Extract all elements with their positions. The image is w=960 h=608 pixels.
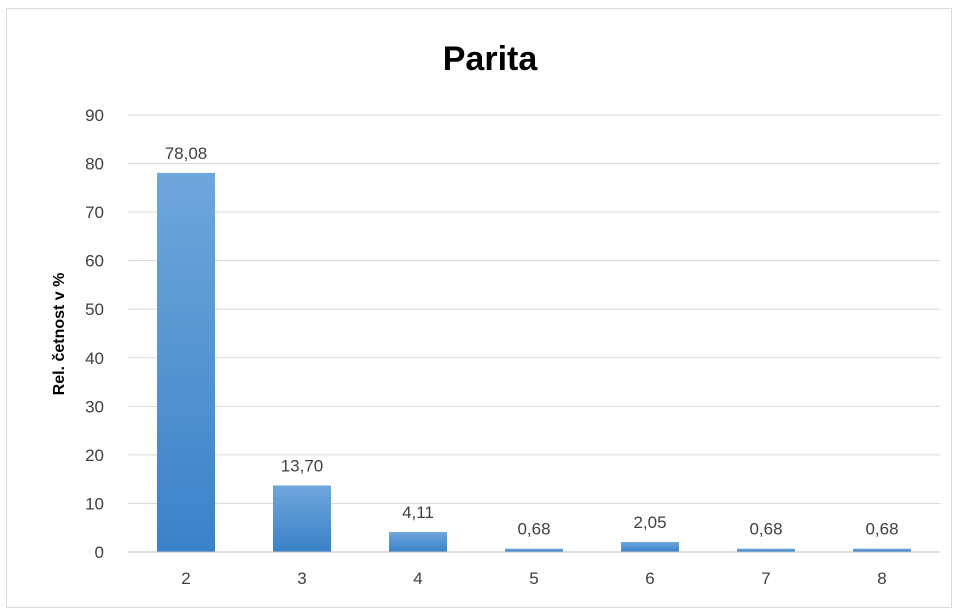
data-label: 13,70 [281, 456, 324, 475]
y-tick-label: 20 [85, 446, 104, 465]
data-labels: 78,08 13,70 4,11 0,68 2,05 0,68 0,68 [165, 144, 899, 539]
y-tick-label: 40 [85, 349, 104, 368]
chart-title: Parita [443, 40, 539, 78]
x-tick-label: 5 [529, 569, 538, 588]
y-tick-label: 60 [85, 252, 104, 271]
bar [853, 548, 911, 552]
x-tick-label: 3 [297, 569, 306, 588]
x-tick-label: 6 [645, 569, 654, 588]
gridlines [128, 114, 940, 504]
data-label: 78,08 [165, 144, 208, 163]
y-tick-label: 30 [85, 397, 104, 416]
y-tick-label: 70 [85, 203, 104, 222]
data-label: 4,11 [402, 503, 434, 522]
bar [273, 485, 331, 552]
bar [157, 172, 215, 552]
data-label: 0,68 [517, 520, 550, 539]
data-label: 0,68 [865, 520, 898, 539]
y-tick-label: 80 [85, 155, 104, 174]
x-tick-label: 8 [877, 569, 886, 588]
y-tick-label: 50 [85, 300, 104, 319]
bar [505, 548, 563, 552]
data-label: 2,05 [633, 513, 666, 532]
bar [621, 542, 679, 552]
y-axis-ticks: 0 10 20 30 40 50 60 70 80 90 [85, 106, 104, 562]
bar [737, 548, 795, 552]
x-tick-label: 7 [761, 569, 770, 588]
bars [157, 172, 911, 552]
y-tick-label: 90 [85, 106, 104, 125]
x-axis-ticks: 2 3 4 5 6 7 8 [181, 569, 886, 588]
y-tick-label: 10 [85, 494, 104, 513]
data-label: 0,68 [749, 520, 782, 539]
bar [389, 532, 447, 552]
y-tick-label: 0 [95, 543, 104, 562]
x-tick-label: 4 [413, 569, 422, 588]
y-axis-label: Rel. četnost v % [51, 273, 68, 396]
x-tick-label: 2 [181, 569, 190, 588]
